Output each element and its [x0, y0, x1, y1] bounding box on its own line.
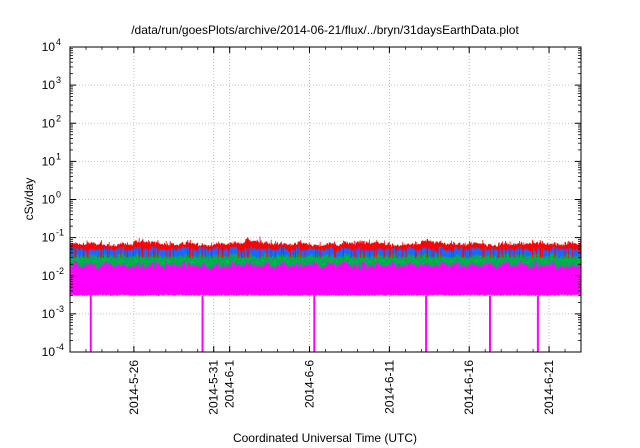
y-tick-label: 10 3 [42, 75, 61, 92]
y-tick-label-base: 10 [42, 154, 56, 168]
x-tick-label: 2014-6-1 [223, 360, 237, 408]
chart-title: /data/run/goesPlots/archive/2014-06-21/f… [131, 23, 519, 37]
series-band [69, 259, 582, 297]
y-tick-label: 10 0 [42, 190, 61, 207]
y-tick-label: 10 -1 [42, 228, 64, 245]
y-tick-label-base: 10 [42, 116, 56, 130]
y-tick-label-base: 10 [42, 231, 56, 245]
x-tick-label: 2014-5-26 [127, 360, 141, 415]
y-tick-label: 10 -3 [42, 304, 64, 321]
grid-lines [70, 47, 581, 352]
y-tick-label-base: 10 [42, 269, 56, 283]
y-tick-label: 10 1 [42, 151, 61, 168]
axis-ticks [69, 46, 582, 353]
x-tick-labels: 2014-5-26 2014-5-31 2014-6-1 2014-6-6 2014-6… [127, 360, 556, 415]
x-tick-label: 2014-6-6 [303, 360, 317, 408]
y-tick-label: 10 4 [42, 37, 61, 54]
y-tick-label: 10 -4 [42, 342, 64, 359]
y-axis-label: cSv/day [22, 178, 36, 221]
x-tick-label: 2014-5-31 [207, 360, 221, 415]
y-tick-label-exponent: 1 [56, 151, 61, 161]
y-tick-label-exponent: 4 [56, 37, 61, 47]
y-tick-label-base: 10 [42, 307, 56, 321]
y-tick-label-base: 10 [42, 345, 56, 359]
y-tick-label-base: 10 [42, 78, 56, 92]
x-axis-label: Coordinated Universal Time (UTC) [233, 431, 417, 445]
y-tick-label-exponent: 2 [56, 113, 61, 123]
x-tick-label: 2014-6-11 [382, 360, 396, 414]
y-tick-label-base: 10 [42, 193, 56, 207]
x-tick-label: 2014-6-21 [542, 360, 556, 415]
series-layer [69, 236, 582, 352]
y-tick-label-exponent: -4 [56, 342, 64, 352]
y-tick-label-exponent: 3 [56, 75, 61, 85]
y-tick-label: 10 2 [42, 113, 61, 130]
y-tick-label-exponent: 0 [56, 190, 61, 200]
y-tick-label-exponent: -2 [56, 266, 64, 276]
y-tick-label-exponent: -3 [56, 304, 64, 314]
x-tick-label: 2014-6-16 [462, 360, 476, 415]
y-tick-label: 10 -2 [42, 266, 64, 283]
y-tick-label-exponent: -1 [56, 228, 64, 238]
y-tick-label-base: 10 [42, 40, 56, 54]
